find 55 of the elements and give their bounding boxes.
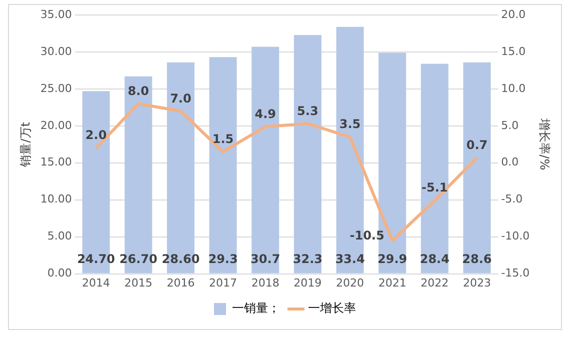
data-label: 29.9: [378, 252, 408, 266]
y2-tick-label: -5.0: [501, 192, 523, 206]
data-label: 5.3: [297, 104, 318, 118]
bar: [463, 62, 491, 274]
data-label: 30.7: [250, 252, 280, 266]
data-label: 28.60: [162, 252, 200, 266]
legend-label: 一销量；: [232, 301, 280, 316]
data-label: 3.5: [339, 117, 361, 132]
bar: [209, 57, 237, 274]
x-tick-label: 2017: [209, 276, 238, 290]
x-tick-label: 2015: [124, 276, 152, 290]
data-label: 28.4: [420, 252, 450, 266]
y2-tick-label: 20.0: [501, 8, 526, 21]
y2-tick-label: 0.0: [501, 156, 519, 169]
data-label: 24.70: [77, 252, 116, 266]
x-tick-label: 2023: [462, 276, 491, 290]
y-tick-label: 25.00: [40, 82, 72, 95]
y-tick-label: 35.00: [40, 8, 72, 21]
x-tick-label: 2022: [420, 276, 449, 290]
y-tick-label: 5.00: [47, 230, 72, 243]
y2-tick-label: -15.0: [501, 266, 530, 280]
x-tick-label: 2019: [294, 276, 322, 290]
bar: [252, 46, 280, 274]
data-label: 7.0: [170, 91, 192, 106]
y2-axis-title: 增长率/%: [538, 118, 552, 170]
y-tick-label: 30.00: [40, 44, 72, 58]
x-tick-label: 2014: [82, 276, 110, 290]
x-tick-label: 2018: [251, 276, 280, 290]
y-tick-label: 15.00: [40, 156, 72, 169]
data-label: -10.5: [350, 228, 384, 243]
legend-label: 一增长率: [308, 301, 356, 316]
data-label: 1.5: [212, 132, 234, 146]
data-label: 28.6: [462, 252, 492, 266]
data-label: -5.1: [422, 180, 448, 195]
bar: [294, 34, 322, 274]
data-label: 29.3: [208, 252, 238, 266]
x-tick-label: 2021: [378, 276, 406, 290]
data-label: 0.7: [466, 138, 488, 152]
data-label: 26.70: [119, 252, 158, 266]
y-axis-title: 销量/万t: [18, 122, 32, 168]
y-tick-label: 10.00: [40, 192, 72, 206]
x-tick-label: 2020: [336, 276, 364, 290]
y2-tick-label: 10.0: [501, 82, 526, 95]
y-tick-label: 20.00: [40, 118, 72, 132]
data-label: 4.9: [254, 106, 276, 121]
data-label: 8.0: [128, 84, 150, 98]
y-tick-label: 0.00: [47, 266, 72, 280]
y2-tick-label: -10.0: [501, 230, 530, 243]
data-label: 33.4: [335, 252, 365, 266]
bar: [420, 64, 448, 274]
y2-tick-label: 5.0: [501, 118, 519, 132]
y2-tick-label: 15.0: [501, 44, 526, 58]
data-label: 2.0: [85, 128, 107, 142]
data-label: 32.3: [292, 252, 322, 266]
x-tick-label: 2016: [166, 276, 195, 290]
